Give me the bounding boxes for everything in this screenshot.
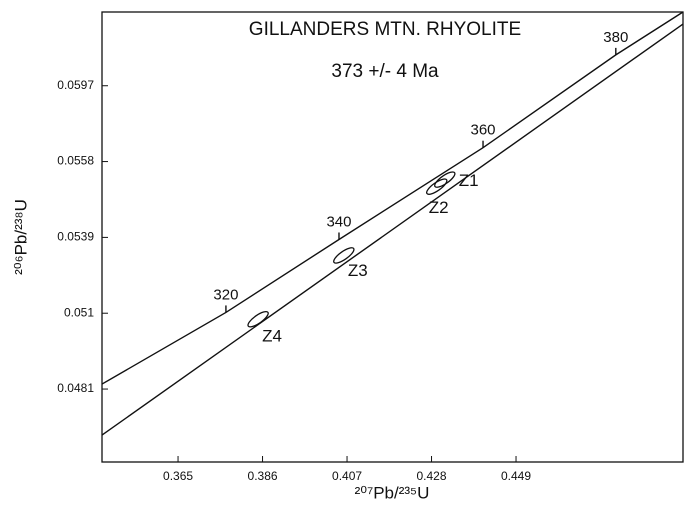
y-axis-label: ²⁰⁶Pb/²³⁸U [11, 199, 30, 275]
point-label: Z4 [262, 327, 282, 346]
y-tick-label: 0.0481 [57, 381, 94, 395]
point-label: Z3 [348, 261, 368, 280]
error-ellipse [333, 247, 355, 264]
y-tick-label: 0.0539 [57, 230, 94, 244]
x-axis-label: ²⁰⁷Pb/²³⁵U [355, 483, 430, 502]
x-tick-label: 0.428 [417, 469, 447, 483]
age-label: 380 [603, 29, 628, 46]
error-ellipse [434, 171, 456, 188]
age-label: 340 [326, 213, 351, 230]
discordia-line [101, 23, 684, 436]
error-ellipse [426, 178, 448, 195]
y-tick-label: 0.051 [64, 305, 94, 319]
y-tick-label: 0.0558 [57, 154, 94, 168]
point-label: Z2 [429, 198, 449, 217]
chart-title: GILLANDERS MTN. RHYOLITE [249, 19, 521, 40]
chart-subtitle: 373 +/- 4 Ma [331, 61, 439, 82]
x-tick-label: 0.365 [163, 469, 193, 483]
age-label: 360 [471, 122, 496, 139]
x-tick-label: 0.407 [332, 469, 362, 483]
y-tick-label: 0.0597 [57, 78, 94, 92]
x-tick-label: 0.386 [248, 469, 278, 483]
age-label: 320 [213, 286, 238, 303]
x-tick-label: 0.449 [501, 469, 531, 483]
concordia-line [101, 11, 684, 385]
error-ellipse [247, 310, 269, 328]
point-label: Z1 [459, 171, 479, 190]
